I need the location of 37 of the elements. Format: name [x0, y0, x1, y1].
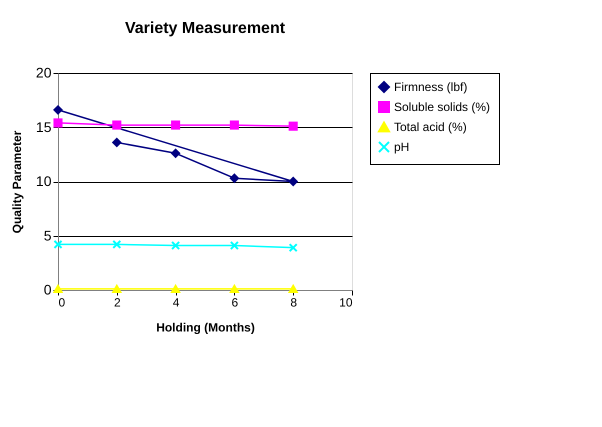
point	[288, 243, 298, 252]
point	[112, 120, 122, 130]
x-tick-label: 0	[58, 296, 66, 310]
point	[112, 284, 122, 293]
legend-label: Firmness (lbf)	[394, 80, 468, 94]
legend-label: Total acid (%)	[394, 120, 467, 134]
point	[171, 120, 180, 130]
y-tick-label: 5	[44, 227, 52, 244]
y-axis-title: Quality Parameter	[10, 130, 24, 234]
legend-label: pH	[394, 140, 410, 154]
point	[112, 240, 122, 249]
point	[53, 284, 63, 293]
point	[171, 240, 180, 250]
point	[112, 138, 122, 147]
point	[288, 176, 298, 186]
chart-title: Variety Measurement	[124, 20, 286, 37]
point	[53, 105, 63, 114]
x-tick-label: 4	[172, 296, 180, 310]
point	[171, 284, 180, 293]
point	[230, 284, 239, 293]
x-axis-title: Holding (Months)	[156, 320, 255, 334]
point	[288, 284, 298, 293]
point	[230, 174, 239, 183]
y-tick-label: 15	[36, 118, 52, 135]
y-tick-label: 20	[36, 64, 52, 80]
point	[53, 240, 63, 249]
legend-label: Soluble solids (%)	[394, 100, 490, 114]
point	[230, 240, 239, 250]
x-tick-label: 6	[232, 296, 239, 310]
point	[171, 148, 180, 158]
x-tick-label: 8	[290, 296, 298, 310]
point	[230, 120, 239, 130]
x-tick-label: 2	[114, 296, 121, 310]
x-tick-label: 10	[339, 296, 353, 310]
y-tick-label: 10	[36, 173, 52, 189]
point	[288, 122, 298, 131]
y-tick-label: 0	[44, 282, 52, 298]
